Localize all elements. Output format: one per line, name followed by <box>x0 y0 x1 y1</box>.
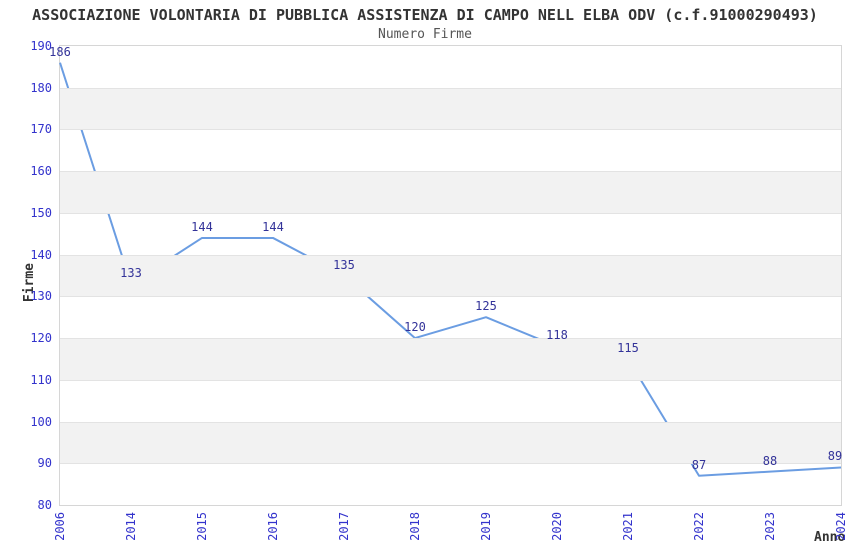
chart-title: ASSOCIAZIONE VOLONTARIA DI PUBBLICA ASSI… <box>32 6 818 24</box>
y-tick-label: 130 <box>30 289 52 304</box>
data-label: 87 <box>691 457 707 472</box>
grid-band <box>60 171 841 213</box>
gridline <box>60 87 841 89</box>
grid-band <box>60 87 841 130</box>
x-tick-label: 2015 <box>195 512 209 541</box>
series-line <box>59 62 842 477</box>
chart-subtitle: Numero Firme <box>378 27 472 42</box>
y-tick-label: 100 <box>30 414 52 429</box>
y-tick-label: 80 <box>37 498 52 512</box>
y-tick-label: 170 <box>30 122 52 137</box>
gridline <box>60 212 841 214</box>
data-label: 186 <box>49 44 71 59</box>
data-label: 144 <box>262 219 284 234</box>
y-tick-label: 120 <box>30 331 52 346</box>
data-label: 88 <box>762 453 778 468</box>
x-tick-label: 2022 <box>692 512 706 541</box>
x-tick-label: 2024 <box>834 512 848 541</box>
grid-band <box>60 338 841 380</box>
gridline <box>60 379 841 381</box>
x-tick-label: 2016 <box>266 512 280 541</box>
y-tick-label: 190 <box>30 39 52 53</box>
x-tick-label: 2020 <box>550 512 564 541</box>
data-label: 144 <box>191 219 213 234</box>
grid-band <box>60 421 841 464</box>
x-tick-label: 2021 <box>621 512 635 541</box>
gridline <box>60 171 841 173</box>
y-tick-label: 150 <box>30 205 52 220</box>
data-label: 89 <box>827 449 843 464</box>
gridline <box>60 463 841 465</box>
plot-area <box>59 45 842 506</box>
x-tick-label: 2019 <box>479 512 493 541</box>
x-tick-label: 2006 <box>53 512 67 541</box>
y-tick-label: 90 <box>37 456 52 471</box>
gridline <box>60 129 841 131</box>
y-tick-label: 160 <box>30 164 52 179</box>
data-label: 118 <box>546 328 568 343</box>
data-label: 133 <box>120 265 142 280</box>
gridline <box>60 254 841 256</box>
data-label: 115 <box>617 340 639 355</box>
data-label: 135 <box>333 257 355 272</box>
y-tick-label: 180 <box>30 80 52 95</box>
x-axis-title: Anno <box>814 530 846 545</box>
line-series-svg <box>59 62 842 477</box>
y-tick-label: 140 <box>30 247 52 262</box>
x-tick-label: 2023 <box>763 512 777 541</box>
x-tick-label: 2018 <box>408 512 422 541</box>
y-tick-label: 110 <box>30 372 52 387</box>
gridline <box>60 296 841 298</box>
x-tick-label: 2014 <box>124 512 138 541</box>
data-label: 125 <box>475 299 497 314</box>
gridline <box>60 338 841 340</box>
gridline <box>60 421 841 423</box>
grid-band <box>60 254 841 297</box>
data-label: 120 <box>404 320 426 335</box>
x-tick-label: 2017 <box>337 512 351 541</box>
